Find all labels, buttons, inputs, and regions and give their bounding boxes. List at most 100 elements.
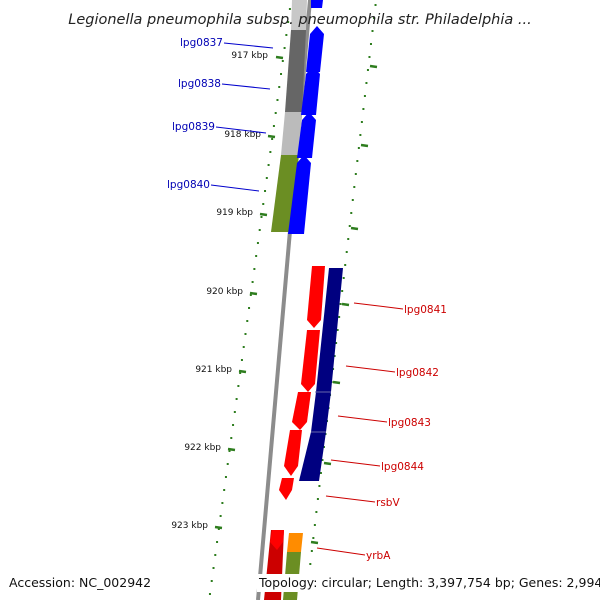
track-dot (228, 450, 231, 452)
gene-label-lpg0837[interactable]: lpg0837 (180, 37, 223, 49)
track-dot (237, 385, 240, 387)
track-dot (258, 229, 261, 231)
gene-rsbV-arrow[interactable] (279, 478, 294, 500)
track-dot (208, 593, 211, 595)
track-dot (239, 372, 242, 374)
gene-label-yrbA[interactable]: yrbA (366, 550, 391, 562)
gene-lpg0839-arrow[interactable] (297, 112, 316, 158)
gene-lpg0841-arrow[interactable] (307, 266, 325, 328)
track-dot (287, 21, 290, 23)
kbp-tick (267, 134, 276, 139)
accession-text: Accession: NC_002942 (7, 574, 154, 592)
track-dot (371, 30, 374, 32)
gene-label-lpg0842[interactable]: lpg0842 (396, 367, 439, 379)
track-dot (256, 242, 259, 244)
track-dot (264, 190, 267, 192)
topology-text: Topology: circular; Length: 3,397,754 bp… (257, 574, 600, 592)
track-dot (265, 177, 268, 179)
track-dot (276, 99, 279, 101)
track-dot (366, 69, 369, 71)
kbp-tick (214, 525, 223, 530)
track-dot (333, 355, 336, 357)
track-dot (246, 320, 249, 322)
kbp-tick (310, 540, 319, 545)
track-dot (357, 147, 360, 149)
gene-label-lpg0844[interactable]: lpg0844 (381, 461, 424, 473)
track-dot (353, 186, 356, 188)
track-dot (363, 95, 366, 97)
kbp-labels: 917 kbp 918 kbp 919 kbp 920 kbp 921 kbp … (171, 51, 268, 531)
kbp-label: 921 kbp (195, 365, 232, 375)
track-dot (356, 160, 359, 162)
kbp-tick (227, 447, 236, 452)
gene-lpg0837-arrow[interactable] (311, 0, 323, 8)
track-dot (351, 199, 354, 201)
track-dot (374, 4, 377, 6)
track-dot (240, 359, 243, 361)
track-dot (221, 502, 224, 504)
track-dot (345, 251, 348, 253)
track-dot (262, 203, 265, 205)
kbp-tick (341, 302, 350, 307)
kbp-label: 918 kbp (224, 130, 261, 140)
track-dot (360, 121, 363, 123)
kbp-tick (350, 226, 359, 231)
track-dot (313, 524, 316, 526)
gene-label-lpg0843[interactable]: lpg0843 (388, 417, 431, 429)
gene-label-lpg0840[interactable]: lpg0840 (167, 179, 210, 191)
gene-lpg0842-arrow[interactable] (301, 330, 320, 392)
track-dot (232, 424, 235, 426)
reverse-genes (270, 266, 343, 550)
track-dot (322, 446, 325, 448)
gene-lpg0844-arrow[interactable] (284, 430, 302, 476)
gene-label-lpg0838[interactable]: lpg0838 (178, 78, 221, 90)
track-dot (230, 437, 233, 439)
kbp-tick (275, 55, 284, 60)
track-dot (251, 281, 254, 283)
track-dot (310, 550, 313, 552)
gene-label-lpg0841[interactable]: lpg0841 (404, 304, 447, 316)
track-dot (244, 333, 247, 335)
track-dot (280, 73, 283, 75)
gene-lpg0838-arrow[interactable] (301, 66, 320, 115)
track-dot (255, 255, 258, 257)
track-dot (369, 43, 372, 45)
track-dot (253, 268, 256, 270)
gene-label-lpg0839[interactable]: lpg0839 (172, 121, 215, 133)
track-dot (347, 238, 350, 240)
track-dot (217, 528, 220, 530)
track-dot (368, 56, 371, 58)
gene-lpg0843-arrow[interactable] (292, 392, 311, 430)
track-dot (315, 511, 318, 513)
track-dot (274, 112, 277, 114)
gene-label-rsbV[interactable]: rsbV (376, 497, 400, 509)
track-dot (260, 216, 263, 218)
gene-lpg0837-arrow[interactable] (306, 26, 324, 72)
track-dot (321, 459, 324, 461)
kbp-tick (369, 64, 378, 69)
left-gene-labels: lpg0837 lpg0838 lpg0839 lpg0840 (167, 37, 274, 192)
track-dot (249, 294, 252, 296)
track-dot (348, 225, 351, 227)
track-dot (350, 212, 353, 214)
track-dot (271, 138, 274, 140)
track-dot (373, 17, 376, 19)
track-dot (316, 498, 319, 500)
track-dot (365, 82, 368, 84)
track-dot (354, 173, 357, 175)
kbp-ticks (214, 55, 378, 545)
track-dot (214, 554, 217, 556)
track-dot (359, 134, 362, 136)
gene-yrbA-arrow[interactable] (270, 530, 284, 550)
track-dot (335, 342, 338, 344)
kbp-label: 919 kbp (216, 208, 253, 218)
kbp-tick (360, 143, 369, 148)
track-dot (312, 537, 315, 539)
track-dot (336, 329, 339, 331)
track-dot (272, 125, 275, 127)
track-dot (226, 463, 229, 465)
track-dot (281, 60, 284, 62)
kbp-tick (249, 291, 258, 296)
gene-lpg0840-arrow[interactable] (288, 155, 311, 234)
